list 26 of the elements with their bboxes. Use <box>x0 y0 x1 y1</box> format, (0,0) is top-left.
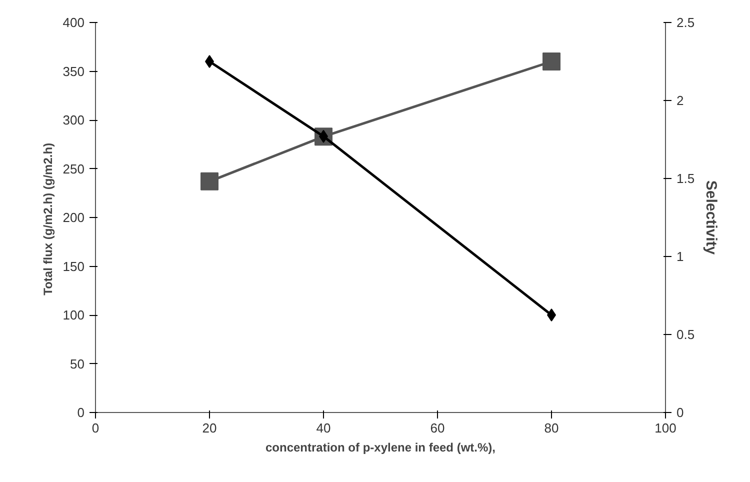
x-tick-label: 60 <box>430 420 445 436</box>
y2-tick-label: 0.5 <box>676 327 695 342</box>
x-tick-label: 100 <box>654 420 676 436</box>
y-axis-title: Total flux (g/m2.h) (g/m2.h) <box>40 142 55 296</box>
point <box>542 52 560 70</box>
y-tick-label: 50 <box>70 356 85 372</box>
y2-tick-label: 0 <box>676 405 684 420</box>
y2-tick-label: 1.5 <box>676 171 695 186</box>
y-tick-label: 400 <box>62 15 85 30</box>
y-tick-label: 200 <box>62 210 85 225</box>
y2-axis-title: Selectivity <box>702 180 720 256</box>
y-tick-label: 100 <box>62 308 85 322</box>
x-tick-label: 80 <box>544 420 559 436</box>
y-tick-label: 250 <box>62 161 85 176</box>
y-tick-label: 0 <box>77 405 85 420</box>
y2-tick-label: 2.5 <box>676 15 695 30</box>
x-tick-label: 0 <box>92 420 100 436</box>
y-tick-label: 300 <box>62 112 85 128</box>
y2-tick-label: 2 <box>676 93 684 108</box>
x-axis-title: concentration of p-xylene in feed (wt.%), <box>265 440 496 454</box>
x-tick-label: 40 <box>316 420 331 436</box>
y2-tick-label: 1 <box>676 249 684 264</box>
y-tick-label: 350 <box>62 64 85 79</box>
y-tick-label: 150 <box>62 258 85 274</box>
x-tick-label: 20 <box>202 420 217 436</box>
point <box>200 172 218 190</box>
